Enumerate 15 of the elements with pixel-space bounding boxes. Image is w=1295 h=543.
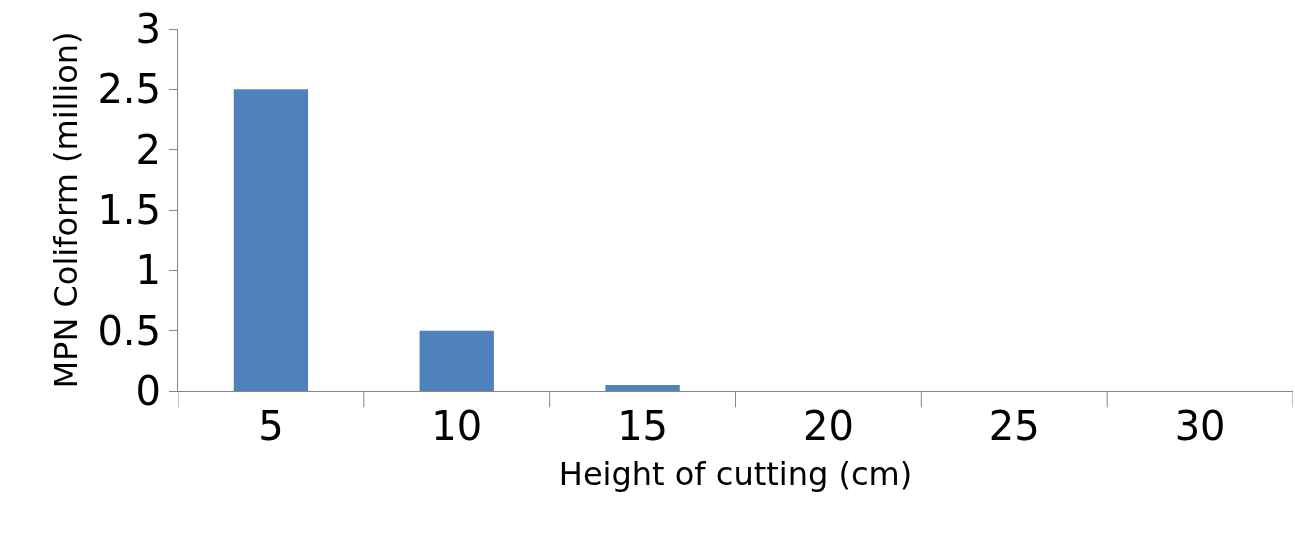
- y-axis-title: MPN Coliform (million): [46, 31, 85, 389]
- x-axis-title: Height of cutting (cm): [558, 454, 913, 493]
- y-tick-label: 1: [135, 247, 161, 294]
- x-tick-label: 30: [1174, 403, 1226, 449]
- y-tick-label: 2.5: [97, 66, 161, 113]
- y-tick-label: 3: [135, 6, 161, 52]
- y-tick-label: 1.5: [97, 187, 161, 233]
- x-tick-label: 25: [988, 403, 1040, 449]
- y-tick-label: 2: [135, 126, 161, 173]
- x-tick-label: 20: [802, 403, 854, 449]
- x-tick-label: 15: [617, 403, 669, 449]
- y-tick-label: 0.5: [97, 307, 161, 354]
- x-tick-label: 5: [258, 403, 284, 449]
- x-tick-label: 10: [431, 403, 483, 449]
- y-tick-label: 0: [135, 368, 161, 414]
